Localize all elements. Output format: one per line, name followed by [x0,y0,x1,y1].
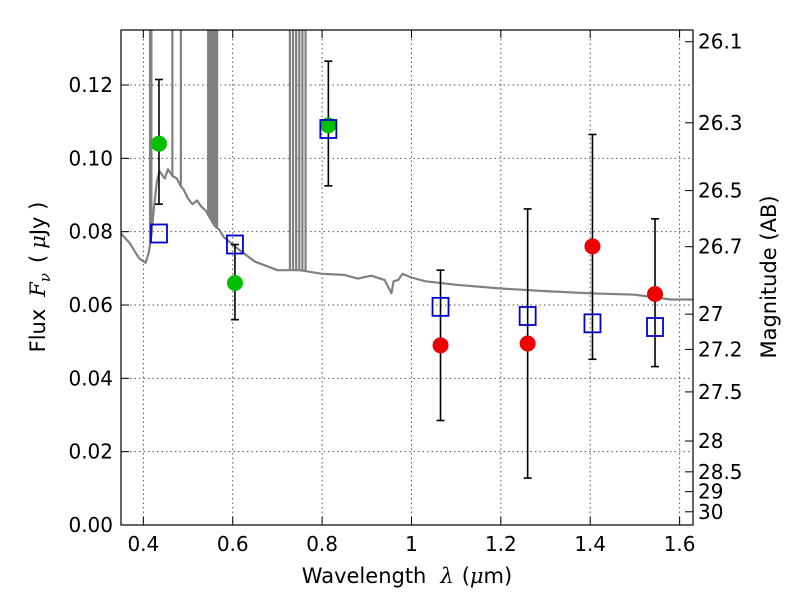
red-data-point [432,337,449,354]
red-data-point [584,238,601,255]
magnitude-tick-label: 26.1 [698,30,743,54]
model-photometry-square [150,223,168,244]
model-photometry-square [583,313,602,334]
model-photometry-square [226,234,244,255]
magnitude-tick-label: 30 [698,500,723,524]
magnitude-tick-label: 27 [698,302,723,326]
x-axis-title: Wavelength λ (μm) [302,564,512,588]
red-data-point [647,286,664,302]
y-tick-label: 0.06 [68,293,113,317]
x-tick-label: 1.4 [574,532,606,556]
x-tick-label: 0.8 [306,532,338,556]
model-photometry-square [646,317,664,337]
model-photometry-square [319,119,338,139]
y-tick-label: 0.12 [68,73,113,97]
red-data-point [519,335,536,352]
y-tick-label: 0.02 [68,440,113,464]
y-tick-label: 0.04 [68,366,113,390]
y-axis-title: FluxFν(μJy ) [26,202,54,353]
model-photometry-square [431,296,450,317]
x-tick-label: 0.6 [217,532,249,556]
data-markers [150,117,664,354]
x-axis: 0.4 0.6 0.8 1 1.2 1.4 1.6 [127,30,696,556]
x-tick-label: 1 [405,532,418,556]
model-photometry-square [518,306,537,326]
x-tick-label: 1.6 [664,532,696,556]
plot-frame [120,29,694,526]
y-tick-label: 0.00 [68,513,113,537]
magnitude-tick-label: 29 [698,480,723,504]
magnitude-tick-label: 27.5 [698,380,743,404]
template-spectrum [121,30,693,301]
x-tick-label: 1.2 [485,532,517,556]
grid [121,30,693,526]
magnitude-axis-title: Magnitude (AB) [757,195,781,358]
magnitude-tick-label: 26.3 [698,111,743,135]
green-data-point [150,135,167,152]
magnitude-tick-label: 27.2 [698,337,743,361]
error-bars [154,60,660,479]
magnitude-tick-label: 28.5 [698,460,743,484]
x-tick-label: 0.4 [127,532,159,556]
green-data-point [226,275,243,291]
magnitude-tick-label: 28 [698,429,723,453]
y-axis: 0.00 0.02 0.04 0.06 0.08 0.10 0.12 [68,73,129,537]
magnitude-tick-label: 26.5 [698,179,743,203]
magnitude-tick-label: 26.7 [698,235,743,259]
template-spectrum-line [121,168,693,301]
y-tick-label: 0.10 [68,146,113,170]
y-tick-label: 0.08 [68,220,113,244]
